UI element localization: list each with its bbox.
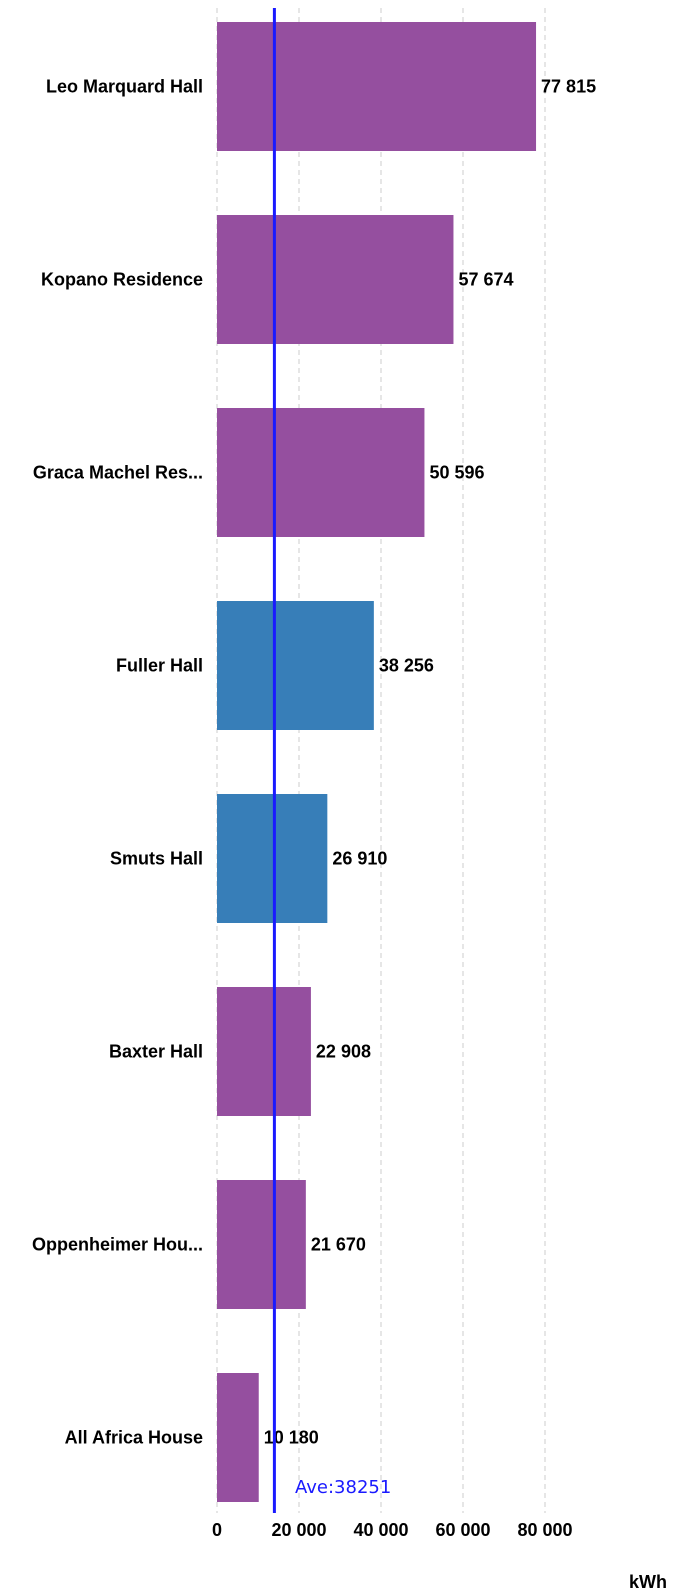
value-labels: 77 815 57 674 50 596 38 256 26 910 22 908 21 6… bbox=[264, 77, 596, 1448]
value-label: 10 180 bbox=[264, 1428, 319, 1448]
bar bbox=[217, 215, 454, 344]
value-label: 38 256 bbox=[379, 656, 434, 676]
value-label: 57 674 bbox=[458, 270, 513, 290]
category-label: Kopano Residence bbox=[41, 270, 203, 290]
category-label: All Africa House bbox=[65, 1428, 203, 1448]
x-tick-label: 60 000 bbox=[435, 1520, 490, 1540]
x-tick-label: 0 bbox=[212, 1520, 222, 1540]
value-label: 22 908 bbox=[316, 1042, 371, 1062]
average-label: Ave:38251 bbox=[295, 1477, 391, 1498]
x-tick-label: 80 000 bbox=[517, 1520, 572, 1540]
x-axis-ticks: 0 20 000 40 000 60 000 80 000 bbox=[212, 1520, 573, 1540]
bar bbox=[217, 1373, 259, 1502]
x-tick-label: 40 000 bbox=[353, 1520, 408, 1540]
bar bbox=[217, 408, 425, 537]
category-label: Fuller Hall bbox=[116, 656, 203, 676]
category-label: Smuts Hall bbox=[110, 849, 203, 869]
category-label: Baxter Hall bbox=[109, 1042, 203, 1062]
bar bbox=[217, 601, 374, 730]
bar bbox=[217, 987, 311, 1116]
bar bbox=[217, 794, 328, 923]
x-tick-label: 20 000 bbox=[271, 1520, 326, 1540]
bar bbox=[217, 22, 537, 151]
bar bbox=[217, 1180, 306, 1309]
x-axis-unit-label: kWh bbox=[629, 1572, 667, 1592]
value-label: 50 596 bbox=[429, 463, 484, 483]
bars bbox=[217, 22, 537, 1502]
value-label: 26 910 bbox=[332, 849, 387, 869]
category-labels: Leo Marquard Hall Kopano Residence Graca M… bbox=[32, 77, 203, 1448]
average-line-group: Ave:38251 bbox=[272, 8, 391, 1513]
value-label: 21 670 bbox=[311, 1235, 366, 1255]
value-label: 77 815 bbox=[541, 77, 596, 97]
category-label: Oppenheimer Hou... bbox=[32, 1235, 203, 1255]
category-label: Leo Marquard Hall bbox=[46, 77, 203, 97]
category-label: Graca Machel Res... bbox=[33, 463, 203, 483]
